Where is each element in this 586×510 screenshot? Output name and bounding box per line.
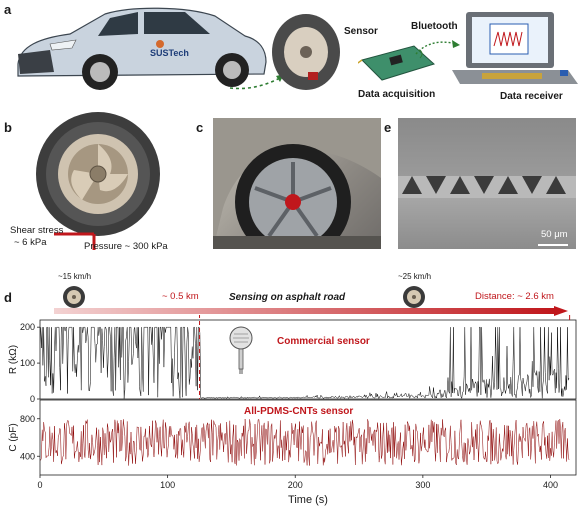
x-tick-label: 400 bbox=[543, 480, 558, 490]
sem-micrograph bbox=[398, 118, 576, 249]
data-receiver-label: Data receiver bbox=[500, 91, 563, 102]
shear-stress-label: Shear stress bbox=[10, 225, 64, 236]
x-tick-label: 300 bbox=[415, 480, 430, 490]
speed-1-label: ~15 km/h bbox=[58, 272, 92, 281]
commercial-sensor-label: Commercial sensor bbox=[277, 336, 370, 347]
y-tick-label: 100 bbox=[20, 358, 35, 368]
y-tick-label: 800 bbox=[20, 414, 35, 424]
y-tick-label: 400 bbox=[20, 451, 35, 461]
x-tick-label: 0 bbox=[37, 480, 42, 490]
pressure-label: Pressure ~ 300 kPa bbox=[84, 241, 168, 252]
y-tick-label: 200 bbox=[20, 322, 35, 332]
distance-half-km-label: ~ 0.5 km bbox=[162, 291, 199, 302]
shear-stress-value: ~ 6 kPa bbox=[14, 237, 47, 248]
y-tick-label: 0 bbox=[30, 394, 35, 404]
data-acquisition-label: Data acquisition bbox=[358, 89, 436, 100]
sensor-label: Sensor bbox=[344, 26, 378, 37]
car-wheel-photo bbox=[213, 118, 381, 249]
x-axis-label: Time (s) bbox=[288, 494, 328, 506]
wheel-stress-diagram bbox=[36, 112, 160, 250]
scale-bar-label: 50 μm bbox=[541, 229, 568, 240]
plot-frame-2 bbox=[39, 399, 577, 476]
series-trace-2 bbox=[40, 418, 570, 466]
panel-label-c: c bbox=[196, 120, 204, 135]
tire-icon-1 bbox=[63, 286, 85, 308]
car-badge: SUSTech bbox=[150, 48, 189, 58]
commercial-sensor-icon bbox=[229, 326, 253, 374]
x-tick-label: 200 bbox=[288, 480, 303, 490]
panel-label-b: b bbox=[4, 120, 12, 135]
panel-label-e: e bbox=[384, 120, 392, 135]
laptop-receiver bbox=[452, 12, 578, 84]
data-acquisition-board bbox=[358, 45, 435, 81]
y-axis-label: C (pF) bbox=[8, 423, 19, 451]
panel-label-d: d bbox=[4, 290, 12, 305]
tire-with-sensor bbox=[272, 14, 340, 90]
series-trace-1 bbox=[40, 326, 570, 400]
y-axis-label: R (kΩ) bbox=[8, 345, 19, 374]
tire-icon-2 bbox=[403, 286, 425, 308]
x-tick-label: 100 bbox=[160, 480, 175, 490]
plot-frame-1 bbox=[39, 319, 577, 400]
pdms-sensor-label: All-PDMS-CNTs sensor bbox=[244, 406, 354, 417]
road-progress-arrow bbox=[54, 306, 568, 316]
speed-2-label: ~25 km/h bbox=[398, 272, 432, 281]
bluetooth-wave-icon bbox=[415, 40, 460, 59]
car-illustration bbox=[17, 7, 267, 90]
panel-label-a: a bbox=[4, 2, 12, 17]
bluetooth-label: Bluetooth bbox=[411, 21, 458, 32]
road-label: Sensing on asphalt road bbox=[229, 292, 346, 303]
distance-total-label: Distance: ~ 2.6 km bbox=[475, 291, 554, 302]
